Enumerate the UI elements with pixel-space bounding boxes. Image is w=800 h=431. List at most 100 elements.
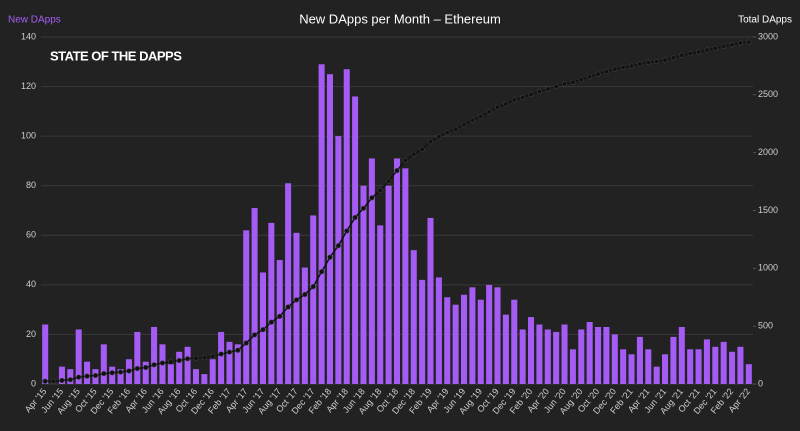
bar — [662, 354, 669, 384]
bar — [628, 354, 635, 384]
y-tick-label: 60 — [26, 230, 36, 240]
bar — [745, 364, 752, 384]
y2-tick-label: 3000 — [758, 31, 778, 41]
bar — [402, 168, 409, 384]
bar — [586, 322, 593, 384]
line-point — [59, 377, 65, 384]
line-point — [704, 47, 710, 53]
line-point — [369, 195, 375, 201]
bar — [695, 349, 702, 384]
line-point — [695, 49, 702, 55]
line-point — [327, 254, 333, 260]
line-point — [176, 357, 182, 364]
line-point — [101, 370, 107, 377]
line-point — [645, 59, 651, 65]
bar — [427, 217, 434, 384]
bar — [134, 331, 141, 384]
line-point — [218, 351, 224, 357]
y2-tick-label: 2500 — [758, 89, 778, 99]
bar — [67, 369, 74, 384]
bar — [243, 230, 250, 384]
bar — [75, 329, 82, 384]
line-point — [159, 360, 166, 366]
line-point — [193, 355, 199, 361]
bar — [218, 331, 225, 384]
bar — [184, 346, 191, 384]
line-point — [285, 304, 291, 310]
line-point — [453, 126, 459, 132]
line-point — [92, 372, 99, 379]
line-point — [436, 134, 442, 140]
line-point — [578, 77, 584, 83]
line-point — [360, 205, 367, 211]
bar — [460, 294, 468, 384]
bar — [301, 267, 308, 384]
y-tick-label: 100 — [21, 131, 36, 141]
bar — [670, 336, 677, 384]
y-tick-label: 20 — [26, 329, 36, 339]
logo: STATE OF THE DAPPS — [50, 48, 182, 63]
line-point — [243, 340, 249, 346]
bar — [293, 232, 300, 384]
line-point — [545, 86, 551, 92]
line-point — [746, 39, 752, 45]
bar — [201, 374, 208, 384]
line-point — [76, 374, 82, 380]
bar — [528, 317, 535, 384]
y2-tick-label: 500 — [758, 321, 773, 331]
line-point — [687, 51, 693, 57]
line-point — [679, 52, 685, 58]
y2-axis-title: Total DApps — [738, 15, 792, 26]
line-point — [654, 58, 660, 65]
bar — [595, 326, 602, 384]
bar — [167, 364, 174, 384]
bar — [536, 324, 543, 384]
bar — [452, 304, 459, 384]
bar — [720, 341, 727, 384]
bar — [176, 351, 183, 384]
bar — [569, 349, 576, 384]
bar — [318, 64, 325, 384]
bar — [687, 349, 694, 384]
bar — [561, 324, 568, 384]
line-point — [528, 91, 534, 97]
line-point — [109, 370, 115, 376]
line-point — [402, 157, 408, 164]
bar — [251, 208, 258, 384]
bar — [310, 215, 317, 384]
line-point — [310, 284, 316, 290]
bar — [519, 329, 526, 384]
line-point — [210, 353, 216, 360]
bar — [234, 344, 241, 384]
bar — [611, 334, 618, 384]
bar — [712, 346, 719, 384]
bar — [469, 287, 476, 384]
line-point — [386, 178, 392, 184]
line-point — [620, 64, 626, 71]
y-tick-label: 80 — [26, 180, 36, 190]
bar — [486, 284, 493, 384]
bar — [368, 158, 375, 384]
bar — [209, 359, 216, 384]
bar — [653, 366, 660, 384]
bar — [343, 69, 350, 384]
y-tick-label: 120 — [21, 81, 36, 91]
bar — [603, 326, 610, 384]
line-point — [201, 355, 207, 361]
line-point — [134, 365, 140, 372]
line-point — [721, 43, 727, 49]
y2-tick-label: 2000 — [758, 147, 778, 157]
bar — [544, 329, 551, 384]
line-point — [352, 214, 358, 221]
line-point — [595, 71, 601, 77]
y-tick-label: 0 — [31, 378, 36, 388]
bar — [494, 287, 501, 384]
bar — [444, 297, 451, 384]
chart-title: New DApps per Month – Ethereum — [299, 11, 501, 26]
bar — [268, 222, 275, 384]
line-point — [561, 81, 568, 87]
bar — [435, 277, 442, 384]
bar — [511, 299, 518, 384]
line-point — [411, 151, 417, 157]
